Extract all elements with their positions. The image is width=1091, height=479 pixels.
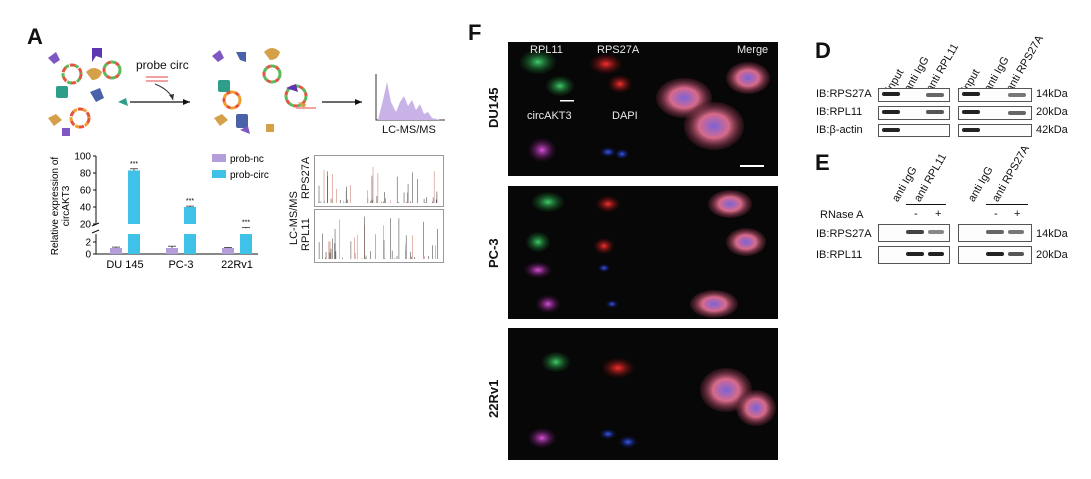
channel-label-circakt3: circAKT3	[527, 110, 572, 122]
lane-e-rps27a: anti RPS27A	[990, 143, 1032, 204]
blot-d-right-actin	[958, 124, 1032, 137]
band	[926, 93, 944, 97]
channel-label-rps27a: RPS27A	[597, 44, 640, 56]
kda-d-14: 14kDa	[1036, 88, 1068, 100]
band	[962, 128, 980, 132]
row-label-du145: DU145	[486, 87, 501, 128]
ib-label-d-actin: IB:β-actin	[816, 124, 863, 136]
circakt3-bar-chart: 20 40 60 80 100 02 Relative expression ofcircA…	[50, 152, 269, 272]
legend-swatch-prob-nc	[212, 154, 226, 162]
ib-label-d-rps27a: IB:RPS27A	[816, 88, 872, 100]
panel-a-label: A	[27, 24, 43, 49]
spectrum-box-rps27a	[314, 155, 444, 207]
blot-d-left-rps27a	[878, 88, 950, 102]
band	[986, 230, 1004, 234]
channel-label-rpl11: RPL11	[530, 44, 563, 56]
rnase-minus-left: -	[914, 208, 918, 220]
pulldown-schematic	[48, 48, 445, 136]
lane-e-rpl11: anti RPL11	[912, 151, 950, 204]
spectra-panel: LC-MS/MS RPS27A RPL11	[288, 155, 448, 265]
blot-d-right-rpl11	[958, 106, 1032, 120]
row-label-22rv1: 22Rv1	[486, 379, 501, 418]
y-tick-label: 40	[80, 203, 92, 214]
spectrum-box-rpl11	[314, 209, 444, 263]
y-tick-label: 80	[80, 169, 92, 180]
spectra-peaks	[318, 166, 438, 259]
bar-prob-nc	[110, 248, 122, 254]
underline-e-left	[906, 204, 946, 205]
y-tick-label: 20	[80, 220, 92, 231]
x-tick-label: 22Rv1	[221, 259, 253, 271]
y-tick-label: 100	[74, 152, 91, 163]
panel-f-label: F	[468, 20, 482, 45]
panel-d-label: D	[815, 38, 831, 63]
rnase-plus-right: +	[1014, 208, 1021, 220]
band	[882, 110, 900, 114]
significance-mark: ***	[186, 198, 194, 205]
y-tick-label: 60	[80, 186, 92, 197]
legend-label: prob-circ	[230, 170, 269, 181]
x-tick-label: DU 145	[106, 259, 143, 271]
rnase-plus-left: +	[935, 208, 942, 220]
ib-label-e-rpl11: IB:RPL11	[816, 249, 863, 261]
channel-label-dapi: DAPI	[612, 110, 638, 122]
significance-mark: ***	[130, 161, 138, 168]
underline-e-right	[986, 204, 1028, 205]
band	[1008, 93, 1026, 97]
band	[986, 252, 1004, 256]
channel-label-merge: Merge	[737, 44, 769, 56]
bar-prob-circ-lower	[128, 234, 140, 254]
significance-mark: ***	[242, 219, 250, 226]
band	[928, 230, 944, 234]
row-label-pc3: PC-3	[486, 238, 501, 268]
kda-d-20: 20kDa	[1036, 106, 1068, 118]
y-axis-label: Relative expression ofcircAKT3	[50, 157, 72, 256]
kda-e-14: 14kDa	[1036, 228, 1068, 240]
probe-circ-label: probe circ	[136, 58, 189, 72]
band	[1008, 111, 1026, 115]
band	[906, 230, 924, 234]
rnase-label: RNase A	[820, 209, 864, 221]
y-tick-label: 0	[85, 250, 91, 261]
band	[962, 92, 980, 96]
band	[928, 252, 944, 256]
blot-d-right-rps27a	[958, 88, 1032, 102]
band	[882, 92, 900, 96]
x-tick-label: PC-3	[168, 259, 193, 271]
bar-prob-circ	[128, 170, 140, 224]
micrograph-cells	[520, 50, 776, 448]
blot-d-left-rpl11	[878, 106, 950, 120]
ib-label-d-rpl11: IB:RPL11	[816, 106, 863, 118]
lane-d-rps27a: anti RPS27A	[1004, 33, 1046, 94]
ib-label-e-rps27a: IB:RPS27A	[816, 228, 872, 240]
ms-spectrum-icon	[375, 74, 445, 121]
lane-d-rpl11: anti RPL11	[924, 41, 962, 94]
bar-prob-nc	[166, 248, 178, 254]
lc-ms-label: LC-MS/MS	[382, 124, 436, 136]
bar-prob-circ	[184, 207, 196, 224]
band	[906, 252, 924, 256]
protein-pool-right	[212, 48, 316, 134]
panel-e-label: E	[815, 150, 830, 175]
bar-prob-circ-lower	[240, 234, 252, 254]
band	[882, 128, 900, 132]
kda-d-42: 42kDa	[1036, 124, 1068, 136]
band	[962, 110, 980, 114]
y-tick-label: 2	[85, 238, 91, 249]
band	[1008, 230, 1024, 234]
bar-prob-circ-lower	[184, 234, 196, 254]
kda-e-20: 20kDa	[1036, 249, 1068, 261]
bar-prob-nc	[222, 248, 234, 254]
legend-label: prob-nc	[230, 154, 264, 165]
band	[926, 110, 944, 114]
band	[1008, 252, 1024, 256]
rnase-minus-right: -	[994, 208, 998, 220]
axis-break-mark	[91, 229, 100, 234]
blot-d-left-actin	[878, 124, 950, 137]
legend-swatch-prob-circ	[212, 170, 226, 178]
protein-pool-left	[48, 48, 128, 136]
